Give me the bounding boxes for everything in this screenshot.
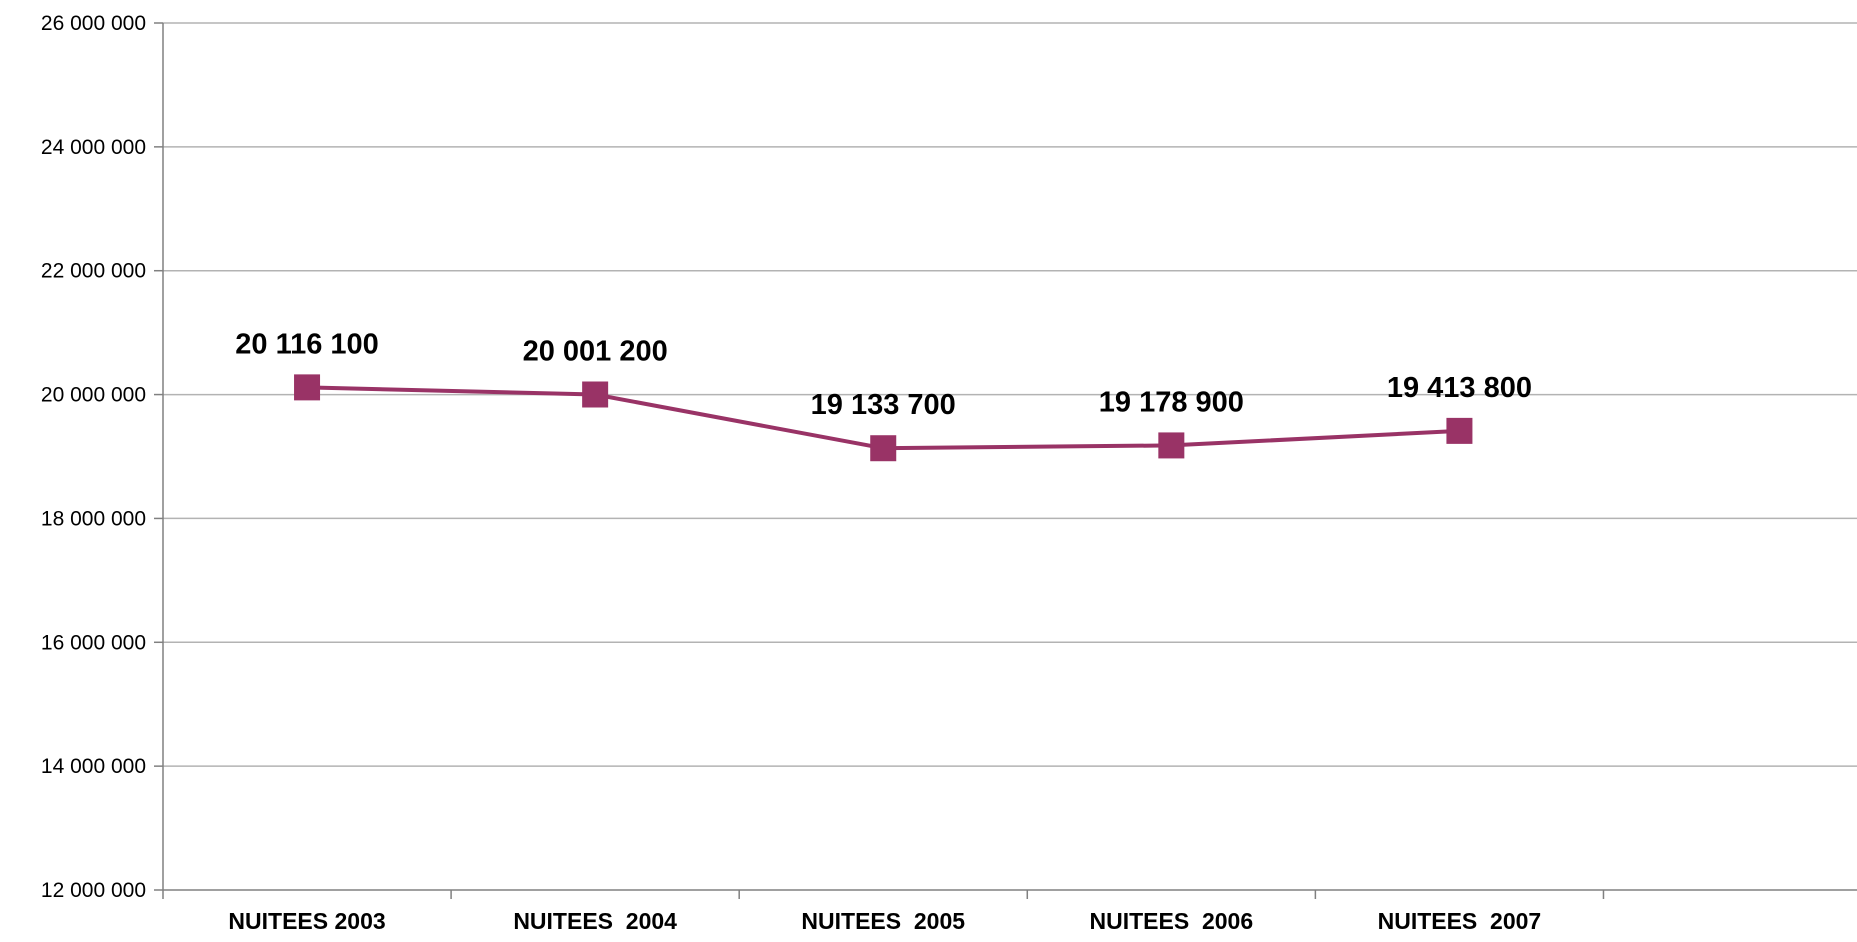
y-tick-label: 26 000 000: [41, 12, 146, 35]
x-tick-label: NUITEES 2007: [1378, 908, 1542, 934]
y-tick-label: 14 000 000: [41, 755, 146, 778]
data-point-marker: [294, 374, 321, 401]
x-tick-label: NUITEES 2003: [228, 908, 385, 934]
data-label: 20 116 100: [235, 328, 379, 360]
y-tick-label: 16 000 000: [41, 631, 146, 654]
data-point-marker: [1158, 432, 1185, 459]
x-tick-label: NUITEES 2005: [801, 908, 965, 934]
y-tick-label: 18 000 000: [41, 507, 146, 530]
x-tick-label: NUITEES 2006: [1090, 908, 1254, 934]
y-tick-label: 22 000 000: [41, 260, 146, 283]
x-tick-label: NUITEES 2004: [513, 908, 677, 934]
y-tick-label: 24 000 000: [41, 136, 146, 159]
data-point-marker: [870, 435, 897, 462]
data-label: 20 001 200: [523, 335, 668, 367]
data-markers: [294, 374, 1473, 462]
gridlines: [163, 22, 1857, 767]
axes: [154, 22, 1857, 899]
data-point-marker: [582, 381, 609, 408]
x-axis-tick-labels: NUITEES 2003 NUITEES 2004 NUITEES 2005 NUIT…: [228, 908, 1541, 934]
data-labels: 20 116 100 20 001 200 19 133 700 19 178 900…: [235, 328, 1532, 421]
y-tick-label: 12 000 000: [41, 879, 146, 902]
data-label: 19 178 900: [1099, 386, 1244, 418]
data-label: 19 133 700: [811, 389, 956, 421]
y-axis-tick-labels: 12 000 000 14 000 000 16 000 000 18 000 000…: [41, 12, 146, 902]
y-tick-label: 20 000 000: [41, 384, 146, 407]
data-point-marker: [1446, 417, 1473, 444]
data-label: 19 413 800: [1387, 372, 1532, 404]
